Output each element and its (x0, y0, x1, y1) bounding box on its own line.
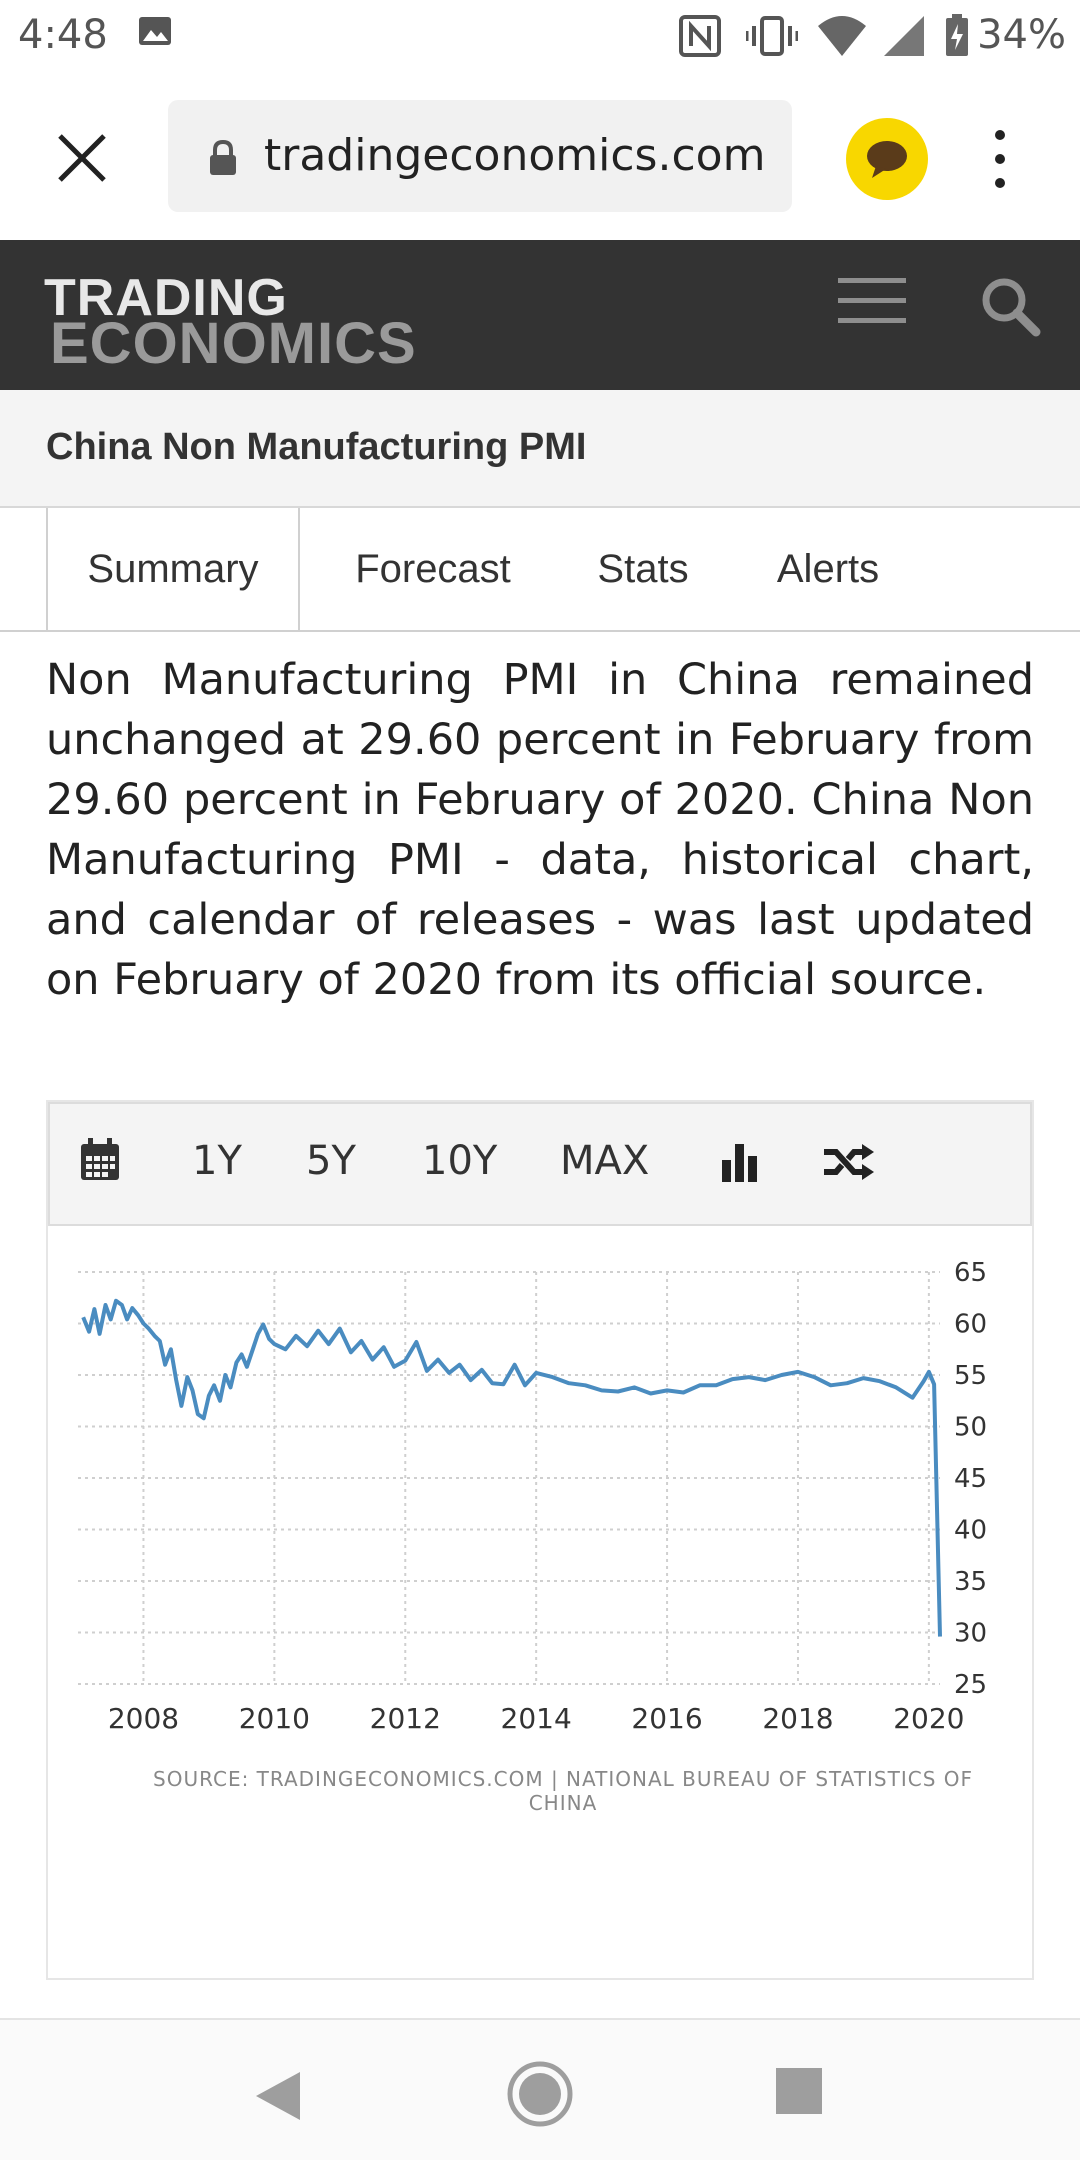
close-icon[interactable] (54, 130, 110, 186)
signal-icon (882, 14, 926, 63)
x-tick-label: 2010 (239, 1702, 310, 1735)
range-max-button[interactable]: MAX (560, 1138, 650, 1184)
recents-icon[interactable] (776, 2068, 822, 2114)
browser-toolbar: tradingeconomics.com (0, 72, 1080, 240)
y-tick-label: 25 (954, 1670, 987, 1700)
y-tick-label: 40 (954, 1516, 987, 1546)
battery-icon (944, 14, 970, 63)
chat-bubble-icon[interactable] (846, 118, 928, 200)
more-vert-icon[interactable] (986, 130, 1014, 190)
status-bar: 4:48 34% (0, 0, 1080, 72)
y-tick-label: 30 (954, 1619, 987, 1649)
x-tick-label: 2012 (370, 1702, 441, 1735)
tab-bar: Summary Forecast Stats Alerts (0, 508, 1080, 632)
logo-line-2: ECONOMICS (50, 311, 417, 376)
x-tick-label: 2020 (893, 1702, 964, 1735)
back-icon[interactable] (254, 2070, 302, 2127)
y-tick-label: 50 (954, 1413, 987, 1443)
chart-toolbar: 1Y 5Y 10Y MAX (48, 1102, 1032, 1226)
tab-summary[interactable]: Summary (46, 508, 300, 630)
x-tick-label: 2018 (762, 1702, 833, 1735)
page-title: China Non Manufacturing PMI (46, 426, 587, 468)
series-line (81, 1298, 942, 1637)
nfc-icon (678, 14, 722, 63)
url-text: tradingeconomics.com (264, 130, 766, 181)
tab-forecast[interactable]: Forecast (355, 547, 511, 591)
lock-icon (208, 139, 238, 181)
range-5y-button[interactable]: 5Y (306, 1138, 356, 1184)
hamburger-menu-icon[interactable] (838, 278, 910, 328)
logo-line-1: TRADING (44, 269, 288, 327)
system-nav-bar (0, 2018, 1080, 2160)
range-1y-button[interactable]: 1Y (192, 1138, 242, 1184)
chart-panel: 1Y 5Y 10Y MAX 65 60 55 50 45 40 35 30 25 2008 2010… (46, 1100, 1034, 1980)
calendar-icon[interactable] (80, 1138, 120, 1187)
summary-paragraph: Non Manufacturing PMI in China remained … (46, 655, 1034, 1005)
tab-alerts[interactable]: Alerts (776, 547, 880, 591)
search-icon[interactable] (978, 274, 1042, 338)
bar-chart-icon[interactable] (720, 1142, 760, 1187)
range-10y-button[interactable]: 10Y (422, 1138, 498, 1184)
url-bar[interactable]: tradingeconomics.com (168, 100, 792, 212)
y-tick-label: 35 (954, 1567, 987, 1597)
y-tick-label: 55 (954, 1361, 987, 1391)
wifi-icon (816, 14, 868, 63)
pmi-line-chart: 65 60 55 50 45 40 35 30 25 2008 2010 2012 2014 2016 20… (78, 1258, 987, 1735)
x-tick-label: 2014 (501, 1702, 572, 1735)
home-icon[interactable] (506, 2060, 574, 2133)
status-time: 4:48 (18, 12, 108, 58)
tab-stats[interactable]: Stats (597, 547, 689, 591)
battery-percent: 34% (977, 12, 1066, 58)
x-tick-label: 2016 (631, 1702, 702, 1735)
site-header: TRADING ECONOMICS (0, 240, 1080, 390)
y-tick-label: 65 (954, 1258, 987, 1288)
y-tick-label: 60 (954, 1310, 987, 1340)
vibrate-icon (745, 14, 799, 63)
shuffle-icon[interactable] (822, 1142, 874, 1187)
title-bar: China Non Manufacturing PMI (0, 390, 1080, 508)
image-icon (138, 14, 174, 55)
x-tick-label: 2008 (108, 1702, 179, 1735)
y-tick-label: 45 (954, 1464, 987, 1494)
chart-source: SOURCE: TRADINGECONOMICS.COM | NATIONAL … (153, 1767, 973, 1815)
